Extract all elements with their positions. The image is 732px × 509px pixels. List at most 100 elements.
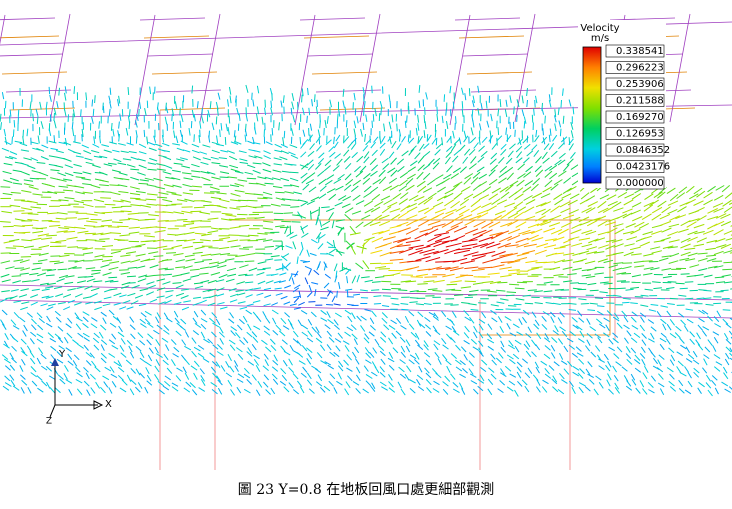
velocity-vector [371, 281, 381, 283]
velocity-vector [415, 127, 418, 136]
velocity-vector [112, 315, 120, 322]
velocity-vector [92, 143, 100, 148]
velocity-vector [606, 310, 613, 317]
velocity-vector [10, 191, 21, 194]
velocity-vector [550, 352, 556, 359]
velocity-vector [218, 274, 228, 279]
velocity-vector [261, 116, 264, 125]
velocity-vector [705, 303, 714, 306]
velocity-vector [525, 199, 536, 205]
velocity-vector [445, 208, 457, 215]
velocity-vector [470, 156, 477, 164]
velocity-vector [192, 330, 200, 336]
velocity-vector [237, 324, 243, 331]
velocity-vector [1, 279, 11, 283]
velocity-vector [323, 165, 331, 172]
velocity-vector [506, 354, 514, 360]
velocity-vector [110, 122, 113, 131]
velocity-vector [581, 274, 592, 277]
velocity-vector [211, 141, 220, 145]
velocity-vector [569, 216, 581, 222]
velocity-vector [516, 361, 523, 368]
velocity-vector [464, 93, 467, 101]
velocity-vector [23, 183, 34, 187]
velocity-vector [100, 264, 110, 268]
velocity-vector [597, 200, 607, 209]
velocity-vector [19, 272, 29, 275]
velocity-vector [300, 225, 305, 234]
velocity-vector [112, 149, 120, 153]
velocity-vector [344, 331, 351, 337]
velocity-vector [623, 337, 629, 344]
velocity-vector [293, 307, 301, 310]
velocity-vector [248, 267, 258, 272]
velocity-vector [0, 221, 11, 223]
velocity-vector [364, 207, 374, 214]
velocity-vector [458, 137, 462, 145]
velocity-vector [210, 227, 222, 230]
velocity-vector [568, 143, 574, 151]
velocity-vector [676, 192, 686, 200]
velocity-vector [290, 171, 299, 174]
velocity-vector [442, 273, 455, 278]
velocity-vector [516, 252, 530, 257]
wireframe [5, 89, 72, 93]
velocity-vector [498, 352, 504, 359]
velocity-vector [331, 219, 335, 229]
velocity-vector [37, 387, 44, 393]
velocity-vector [94, 300, 102, 304]
velocity-vector [125, 127, 129, 136]
velocity-vector [686, 221, 697, 228]
velocity-vector [211, 149, 220, 154]
velocity-vector [559, 243, 571, 248]
velocity-vector [562, 164, 570, 172]
velocity-vector [487, 338, 495, 344]
velocity-vector [27, 200, 38, 204]
velocity-vector [525, 333, 532, 339]
velocity-vector [428, 158, 435, 166]
velocity-vector [351, 312, 356, 320]
velocity-vector [723, 261, 732, 264]
velocity-vector [228, 115, 231, 124]
velocity-vector [694, 231, 705, 235]
velocity-vector [599, 323, 606, 329]
velocity-vector [245, 309, 252, 315]
velocity-vector [53, 135, 56, 143]
velocity-vector [82, 191, 93, 194]
velocity-vector [156, 107, 160, 115]
velocity-vector [183, 300, 191, 303]
velocity-vector [669, 359, 675, 366]
velocity-vector [698, 309, 705, 315]
velocity-vector [346, 367, 353, 372]
velocity-vector [20, 387, 25, 394]
velocity-vector [693, 200, 704, 206]
velocity-vector [165, 204, 177, 206]
velocity-vector [660, 237, 671, 242]
velocity-vector [270, 203, 281, 207]
velocity-vector [641, 333, 647, 339]
velocity-vector [643, 267, 654, 270]
velocity-vector [184, 331, 190, 338]
velocity-vector [161, 135, 165, 143]
velocity-vector [275, 191, 285, 194]
velocity-vector [183, 231, 195, 235]
velocity-vector [414, 332, 420, 340]
velocity-vector [521, 316, 528, 324]
velocity-vector [571, 386, 576, 395]
velocity-vector [496, 199, 508, 205]
velocity-vector [523, 120, 526, 129]
velocity-vector [406, 115, 408, 123]
velocity-vector [604, 221, 617, 226]
velocity-vector [155, 186, 166, 190]
velocity-vector [728, 330, 732, 336]
velocity-vector [490, 152, 498, 160]
velocity-vector [41, 288, 50, 291]
velocity-vector [370, 186, 379, 194]
velocity-vector [77, 217, 89, 220]
velocity-vector [552, 134, 558, 142]
velocity-vector [685, 297, 694, 300]
velocity-vector [323, 282, 330, 289]
velocity-vector [282, 95, 285, 104]
velocity-vector [434, 129, 437, 138]
velocity-vector [392, 347, 399, 354]
